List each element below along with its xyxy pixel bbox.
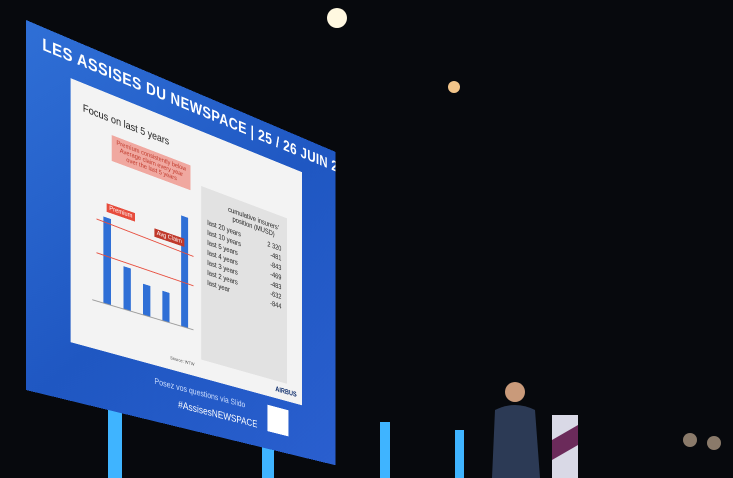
table: cumulative insurers' position (MUSD) las… (201, 186, 287, 384)
bar-chart (88, 215, 197, 358)
logo: AIRBUS (275, 384, 297, 399)
axis (92, 300, 193, 330)
bar (103, 216, 111, 306)
trend-line (97, 253, 194, 286)
audience (683, 433, 697, 447)
projection-screen: LES ASSISES DU NEWSPACE | 25 / 26 JUIN 2… (26, 20, 336, 466)
speaker-body (492, 405, 540, 478)
light-column (380, 422, 390, 478)
source: Source: WTW (170, 355, 195, 368)
spotlight (327, 8, 347, 28)
lectern-stripe (552, 425, 578, 460)
hashtag: #AssisesNEWSPACE (178, 399, 258, 431)
bar (162, 290, 170, 323)
bar (143, 283, 151, 317)
speaker-head (505, 382, 525, 402)
spotlight (448, 81, 460, 93)
table-value: -844 (270, 299, 282, 311)
light-column (108, 395, 122, 478)
callout: Premium consistently below Average claim… (111, 135, 191, 191)
bar (181, 215, 189, 329)
light-column (455, 430, 464, 478)
audience (707, 436, 721, 450)
slide: Focus on last 5 years Premium consistent… (70, 78, 303, 406)
bar (123, 266, 131, 312)
qr-code (267, 404, 289, 437)
